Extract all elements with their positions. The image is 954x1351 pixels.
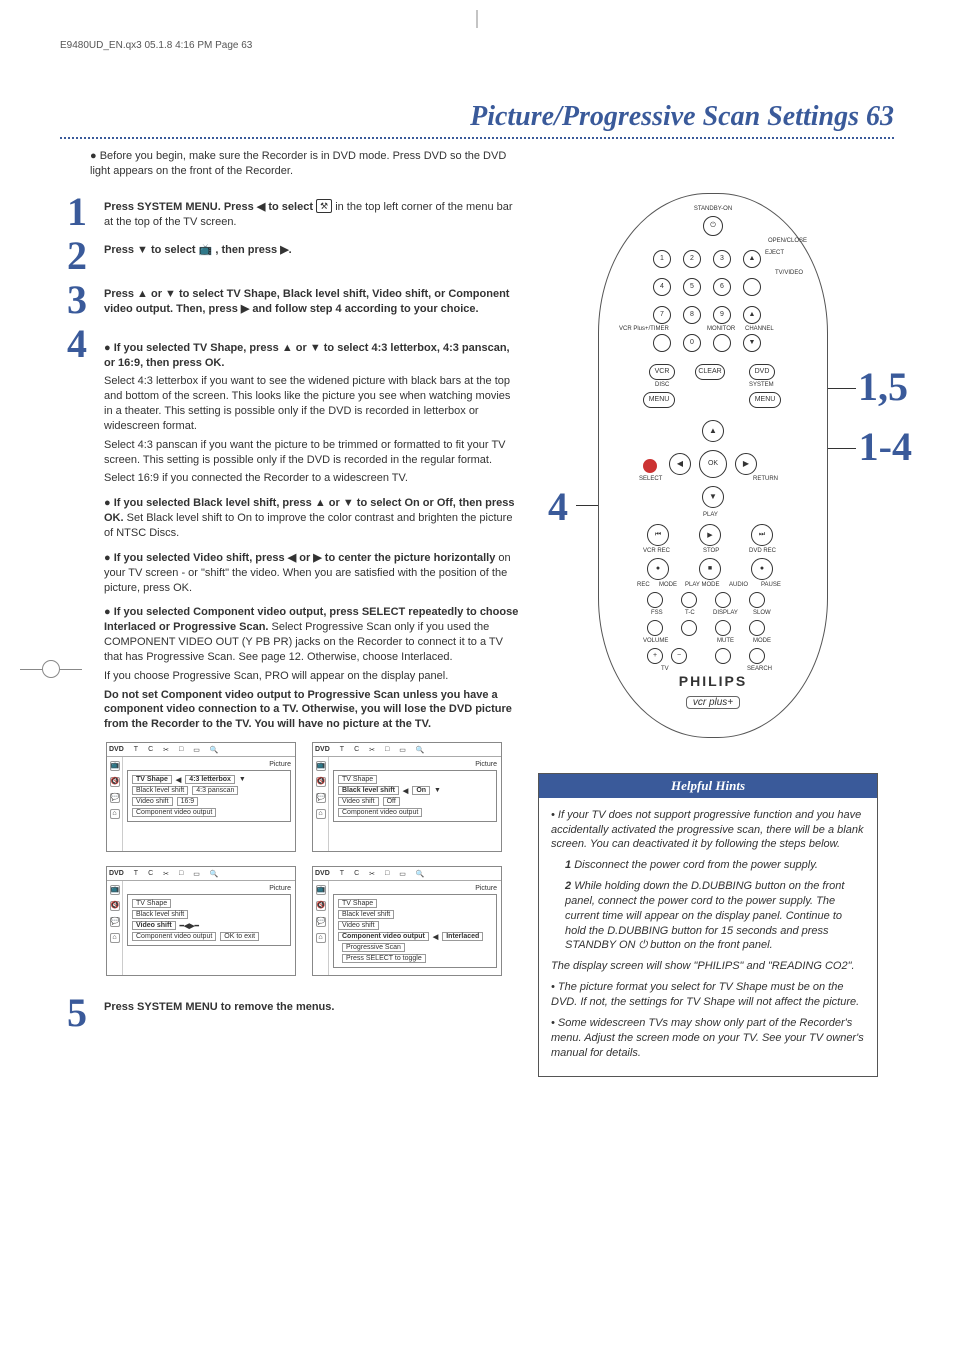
step-number-2: 2	[60, 237, 94, 275]
dpad: ▲▼◀▶ OK	[673, 424, 753, 504]
brand-label: PHILIPS	[599, 673, 827, 689]
osd-blacklevel: DVDTC✂□▭🔍 📺🔇💬⌂ Picture TV Shape Black le…	[312, 742, 502, 852]
instructions-column: 1 Press SYSTEM MENU. Press ◀ to select ⚒…	[60, 193, 520, 1078]
callout-1-4: 1-4	[859, 423, 912, 470]
page-title: Picture/Progressive Scan Settings 63	[60, 101, 894, 133]
osd-screenshots: DVDTC✂□▭🔍 📺🔇💬⌂ Picture TV Shape◀4:3 lett…	[106, 742, 520, 976]
hints-title: Helpful Hints	[539, 774, 877, 798]
osd-tvshape: DVDTC✂□▭🔍 📺🔇💬⌂ Picture TV Shape◀4:3 lett…	[106, 742, 296, 852]
step-number-1: 1	[60, 193, 94, 231]
step-number-5: 5	[60, 994, 94, 1032]
crop-mark-left	[20, 660, 82, 678]
remote-diagram: 1,5 1-4 4 STANDBY-ON ⏻ OPEN/CLOSE 1 2 3 …	[538, 193, 878, 753]
title-underline	[60, 137, 894, 139]
power-icon: ⏻	[703, 216, 723, 236]
step-number-3: 3	[60, 281, 94, 319]
intro-text: Before you begin, make sure the Recorder…	[90, 149, 520, 179]
osd-videoshift: DVDTC✂□▭🔍 📺🔇💬⌂ Picture TV Shape Black le…	[106, 866, 296, 976]
sub-brand: vcr plus+	[686, 696, 740, 709]
pdf-header: E9480UD_EN.qx3 05.1.8 4:16 PM Page 63	[60, 40, 894, 51]
callout-4: 4	[548, 483, 568, 530]
helpful-hints-box: Helpful Hints If your TV does not suppor…	[538, 773, 878, 1078]
wrench-icon: ⚒	[316, 199, 332, 213]
osd-component: DVDTC✂□▭🔍 📺🔇💬⌂ Picture TV Shape Black le…	[312, 866, 502, 976]
callout-1-5: 1,5	[858, 363, 908, 410]
